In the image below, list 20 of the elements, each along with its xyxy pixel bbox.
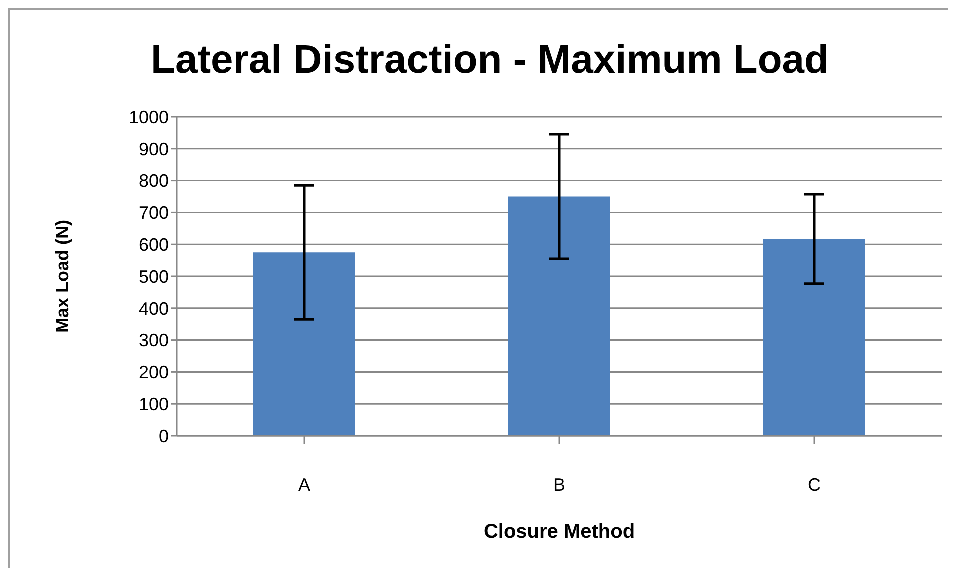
y-tick-label: 700 <box>138 203 169 224</box>
bar <box>508 196 610 436</box>
y-axis-title: Max Load (N) <box>52 220 72 334</box>
y-tick-label: 900 <box>138 139 169 160</box>
bar <box>764 239 866 436</box>
x-tick-label: C <box>808 474 821 495</box>
y-tick-label: 800 <box>138 171 169 192</box>
chart-title: Lateral Distraction - Maximum Load <box>150 38 830 83</box>
y-tick-label: 100 <box>138 394 169 414</box>
y-tick-label: 300 <box>138 330 169 351</box>
x-tick-label: B <box>553 474 566 495</box>
y-tick-label: 400 <box>138 298 169 319</box>
bar <box>254 252 356 436</box>
y-tick-label: 0 <box>158 426 169 446</box>
x-tick-label: A <box>298 474 311 495</box>
y-tick-label: 1000 <box>128 107 169 128</box>
y-tick-label: 500 <box>138 266 169 287</box>
x-axis-title: Closure Method <box>484 521 636 543</box>
y-tick-label: 600 <box>138 234 169 255</box>
y-tick-label: 200 <box>138 362 169 383</box>
